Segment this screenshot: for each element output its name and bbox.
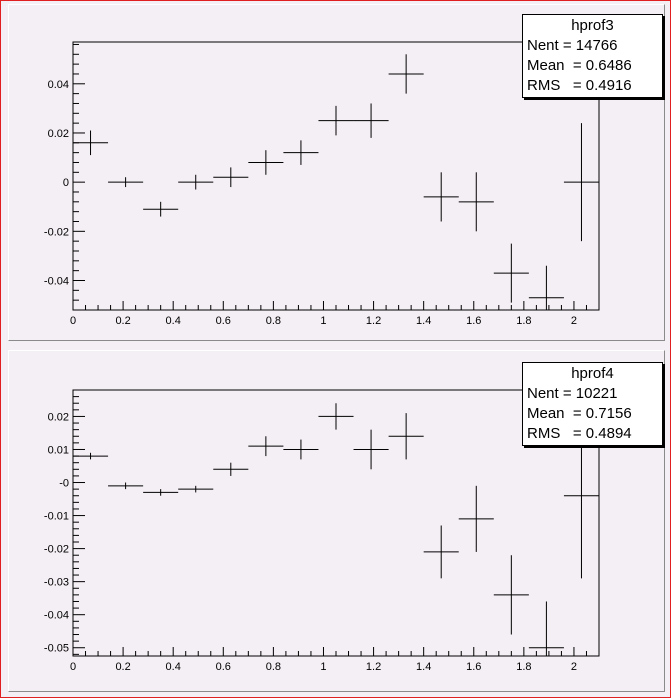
x-tick-label: 1	[320, 315, 326, 327]
stats-box-bottom[interactable]: hprof4 Nent = 10221 Mean = 0.7156 RMS = …	[522, 362, 663, 446]
x-tick-label: 1.6	[466, 661, 481, 673]
x-tick-label: 1.8	[516, 315, 531, 327]
y-tick-label: -0.02	[44, 544, 69, 556]
profile-plot-bottom[interactable]: 0 0.2 0.4 0.6 0.8 1 1.2 1.4 1.6 1.8 2 -0.05 -0.04 -0.…	[9, 351, 666, 693]
data-point	[388, 413, 424, 460]
x-tick-label: 2	[571, 315, 577, 327]
data-point	[213, 167, 249, 188]
data-point	[423, 525, 459, 579]
x-tick-label: 1.2	[366, 315, 381, 327]
x-tick-label: 0.2	[115, 661, 130, 673]
stats-rms: RMS = 0.4916	[527, 77, 632, 94]
data-point	[108, 482, 144, 490]
plot-frame	[72, 389, 600, 657]
y-tick-label: 0.04	[48, 79, 69, 91]
data-point	[178, 174, 214, 190]
data-point	[353, 429, 389, 470]
stats-rms: RMS = 0.4894	[527, 425, 632, 442]
data-point	[318, 105, 354, 136]
x-tick-label: 1.8	[516, 661, 531, 673]
data-point	[248, 436, 284, 457]
stats-box-top[interactable]: hprof3 Nent = 14766 Mean = 0.6486 RMS = …	[522, 14, 663, 98]
stats-mean: Mean = 0.6486	[527, 57, 632, 74]
stats-title: hprof3	[571, 17, 614, 34]
profile-plot-top[interactable]: 0 0.2 0.4 0.6 0.8 1 1.2 1.4 1.6 1.8 2 -0.04 -0.02 0 0.…	[9, 5, 666, 342]
y-tick-label: 0.02	[48, 411, 69, 423]
y-tick-label: -0.04	[44, 275, 69, 287]
data-point	[283, 140, 319, 165]
x-tick-label: 0.8	[266, 315, 281, 327]
x-tick-label: 1	[320, 661, 326, 673]
data-point	[318, 403, 354, 430]
data-point	[73, 130, 109, 156]
y-tick-label: -0.04	[44, 610, 69, 622]
data-point	[143, 201, 179, 217]
data-point	[458, 172, 494, 232]
data-point	[73, 452, 109, 460]
stats-entries: Nent = 14766	[527, 37, 618, 54]
data-point	[213, 462, 249, 476]
stats-title: hprof4	[571, 365, 614, 382]
data-point	[458, 485, 494, 552]
pad-bottom[interactable]: 0 0.2 0.4 0.6 0.8 1 1.2 1.4 1.6 1.8 2 -0.05 -0.04 -0.…	[8, 350, 665, 692]
x-tick-label: 0.4	[166, 661, 181, 673]
data-point	[353, 103, 389, 138]
data-point	[563, 123, 599, 242]
pad-top[interactable]: 0 0.2 0.4 0.6 0.8 1 1.2 1.4 1.6 1.8 2 -0.04 -0.02 0 0.…	[8, 4, 665, 341]
x-tick-label: 1.4	[416, 661, 431, 673]
x-tick-label: 0.2	[115, 315, 130, 327]
data-point	[178, 485, 214, 493]
data-point	[108, 177, 144, 188]
y-tick-label: -0	[59, 478, 69, 490]
y-tick-label: 0.01	[48, 444, 69, 456]
stats-mean: Mean = 0.7156	[527, 405, 632, 422]
y-tick-label: 0.02	[48, 128, 69, 140]
data-point	[528, 601, 564, 656]
x-tick-label: 1.6	[466, 315, 481, 327]
x-tick-label: 0.6	[216, 315, 231, 327]
data-point	[143, 489, 179, 496]
x-tick-label: 0	[70, 315, 76, 327]
x-tick-label: 1.2	[366, 661, 381, 673]
data-point	[388, 54, 424, 94]
x-tick-label: 0.6	[216, 661, 231, 673]
x-tick-label: 1.4	[416, 315, 431, 327]
y-tick-label: 0	[63, 177, 69, 189]
data-point	[423, 172, 459, 222]
plot-frame	[72, 41, 600, 311]
data-point	[528, 265, 564, 310]
y-tick-label: -0.01	[44, 511, 69, 523]
x-tick-label: 0.4	[166, 315, 181, 327]
stats-entries: Nent = 10221	[527, 385, 618, 402]
x-tick-label: 0	[70, 661, 76, 673]
data-point	[493, 555, 529, 635]
data-point	[248, 150, 284, 175]
data-point	[493, 243, 529, 303]
x-tick-label: 2	[571, 661, 577, 673]
y-tick-label: -0.03	[44, 577, 69, 589]
data-point	[283, 439, 319, 460]
x-tick-label: 0.8	[266, 661, 281, 673]
y-tick-label: -0.02	[44, 226, 69, 238]
y-tick-label: -0.05	[44, 643, 69, 655]
